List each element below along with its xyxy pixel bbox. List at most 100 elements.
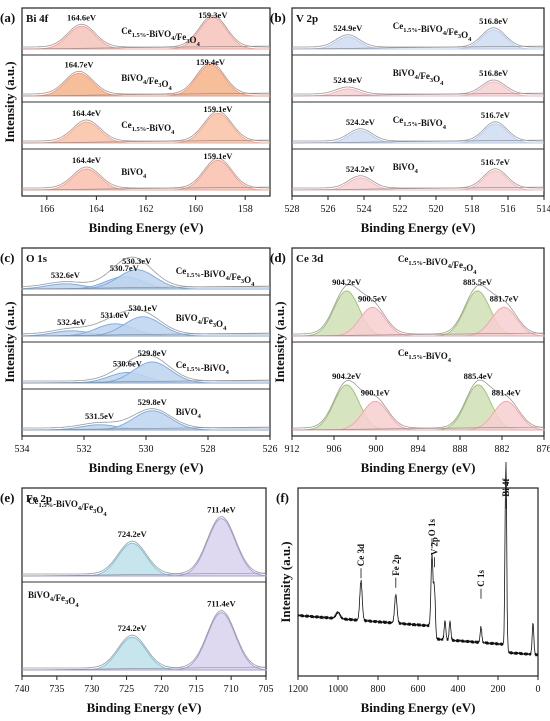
y-axis-title: Intensity (a.u.) (2, 301, 17, 382)
label-sub: 3 (458, 33, 462, 40)
envelope-curve (22, 110, 270, 142)
label-sub: 3 (65, 599, 69, 606)
fit-component (292, 170, 544, 191)
x-tick-label: 524 (357, 204, 372, 215)
fit-component (292, 123, 544, 144)
label-part: O (466, 263, 473, 273)
x-tick-label: 740 (15, 684, 30, 695)
label-sub: 1.5% (403, 27, 418, 34)
y-axis-title: Intensity (a.u.) (272, 301, 287, 382)
x-tick-label: 526 (263, 444, 278, 455)
x-tick-label: 518 (465, 204, 480, 215)
label-sub: 4 (448, 263, 452, 270)
fit-component (22, 361, 270, 384)
x-tick-label: 516 (501, 204, 516, 215)
x-tick-label: 528 (201, 444, 216, 455)
panel-title: Ce 3d (296, 253, 323, 265)
label-part: BiVO (121, 167, 143, 177)
sample-label: Ce1.5%-BiVO4/Fe3O4 (393, 21, 472, 43)
label-sub: 4 (223, 325, 227, 332)
label-part: Ce (398, 254, 409, 264)
x-axis-title: Binding Energy (eV) (89, 460, 204, 475)
label-part: Ce (393, 21, 404, 31)
peak-label: 524.2eV (346, 164, 376, 174)
peak-label: 532.6eV (51, 270, 81, 280)
label-sub: 4 (468, 36, 472, 43)
x-tick-label: 528 (285, 204, 300, 215)
y-axis-title: Intensity (a.u.) (2, 61, 17, 142)
x-tick-label: 735 (49, 684, 64, 695)
baseline (21, 666, 267, 671)
baseline (291, 139, 545, 144)
label-part: Ce (121, 120, 132, 130)
peak-label: 159.1eV (203, 151, 233, 161)
envelope-curve (22, 354, 270, 382)
peak-annotation: Fe 2p (391, 554, 401, 575)
x-tick-label: 600 (411, 684, 426, 695)
label-part: /Fe (52, 593, 65, 603)
label-sub: 4 (143, 173, 147, 180)
label-part: /Fe (200, 316, 213, 326)
panel-label: (a) (0, 10, 15, 25)
x-tick-label: 514 (537, 204, 550, 215)
envelope-curve (22, 157, 270, 189)
baseline (21, 45, 271, 50)
label-part: -BiVO (418, 118, 443, 128)
x-tick-label: 720 (154, 684, 169, 695)
label-part: Ce (121, 26, 132, 36)
label-sub: 3 (463, 266, 467, 273)
peak-label: 529.8eV (138, 348, 168, 358)
fit-component (22, 269, 270, 290)
x-tick-label: 164 (89, 204, 104, 215)
peak-annotation: Ce 3d (356, 544, 366, 566)
baseline (21, 92, 271, 97)
panel-a: 166 164 162 160 158 Binding Energy (eV) Intens… (0, 7, 271, 235)
panel-b: 528 526 524 522 520 518 516 514 Binding Energy (… (270, 7, 550, 235)
x-tick-label: 912 (285, 444, 300, 455)
label-part: -BiVO (146, 123, 171, 133)
panel-label: (b) (270, 10, 286, 25)
sample-label: BiVO4/Fe3O4 (28, 590, 79, 609)
panel-f: 1200 1000 800 600 400 200 0 Binding Energy (eV)… (276, 461, 541, 715)
envelope-curve (22, 309, 270, 335)
label-sub: 4 (143, 79, 147, 86)
peak-annotation: Bi 4f (501, 477, 511, 496)
peak-label: 516.7eV (481, 110, 511, 120)
peak-label: 885.5eV (463, 277, 493, 287)
x-tick-label: 520 (429, 204, 444, 215)
label-part: /Fe (228, 272, 241, 282)
peak-label: 711.4eV (207, 599, 236, 609)
plot-frame (297, 487, 539, 677)
label-sub: 4 (103, 511, 107, 518)
sample-label: Ce1.5%-BiVO4 (393, 115, 447, 131)
baseline (291, 92, 545, 97)
sample-label: Ce1.5%-BiVO4/Fe3O4 (176, 266, 255, 288)
x-tick-label: 200 (491, 684, 506, 695)
x-tick-label: 526 (321, 204, 336, 215)
x-tick-label: 160 (188, 204, 203, 215)
label-sub: 4 (473, 269, 477, 276)
label-part: O (190, 35, 197, 45)
panel-e: 740 735 730 725 720 715 710 705 Binding Energy (… (0, 487, 274, 715)
panel-title: Bi 4f (26, 13, 49, 25)
label-part: O (461, 30, 468, 40)
sample-label: Ce1.5%-BiVO4/Fe3O4 (121, 26, 200, 48)
label-part: -BiVO (423, 351, 448, 361)
fit-component (22, 159, 270, 191)
label-sub: 4 (415, 168, 419, 175)
label-sub: 1.5% (186, 272, 201, 279)
sample-label: Ce1.5%-BiVO4/Fe3O4 (398, 254, 477, 276)
peak-label: 900.1eV (361, 387, 391, 397)
panel-title: Fe 2p (26, 493, 52, 505)
baseline (21, 139, 271, 144)
peak-label: 164.4eV (72, 108, 102, 118)
envelope-curve (22, 516, 266, 575)
baseline (21, 332, 271, 337)
label-sub: 1.5% (408, 260, 423, 267)
label-part: O (96, 505, 103, 515)
envelope-curve (292, 79, 544, 95)
peak-label: 164.7eV (65, 59, 95, 69)
x-tick-label: 888 (453, 444, 468, 455)
envelope-curve (292, 27, 544, 48)
